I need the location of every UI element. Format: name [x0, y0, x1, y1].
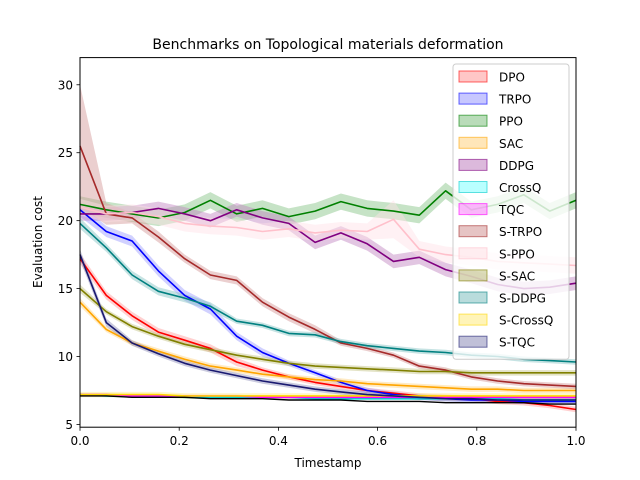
- y-axis-ticks: 5 10 15 20 25 30: [58, 78, 80, 432]
- series-line-dpo: [79, 258, 577, 411]
- legend-swatch-ddpg: [458, 158, 488, 171]
- legend-swatch-sac: [458, 136, 488, 149]
- legend-swatch-tqc: [458, 203, 488, 216]
- legend-swatch-s-ppo: [458, 247, 488, 260]
- y-tick-label: 30: [58, 78, 73, 92]
- y-tick-label: 10: [58, 350, 73, 364]
- unlabeled-line-1: [80, 395, 576, 405]
- legend-swatch-s-tqc: [458, 335, 488, 348]
- legend-swatch-s-crossq: [458, 313, 488, 326]
- x-tick-label: 0.8: [467, 434, 486, 448]
- x-tick-label: 1.0: [566, 434, 585, 448]
- legend-swatch-s-sac: [458, 269, 488, 282]
- legend-label-s-ddpg: S-DDPG: [499, 292, 546, 306]
- legend-swatch-ppo: [458, 114, 488, 127]
- legend-label-trpo: TRPO: [498, 93, 531, 107]
- legend-label-crossq: CrossQ: [499, 181, 541, 195]
- legend-label-s-tqc: S-TQC: [499, 336, 535, 350]
- legend-label-ppo: PPO: [499, 115, 523, 129]
- x-tick-label: 0.2: [170, 434, 189, 448]
- legend-label-dpo: DPO: [499, 71, 525, 85]
- legend: DPO TRPO PPO SAC DDPG CrossQ TQC S-TRPO S-PPO S-S…: [452, 63, 570, 360]
- x-axis-title: Timestamp: [294, 456, 362, 470]
- chart-title: Benchmarks on Topological materials defo…: [152, 37, 503, 53]
- series-line-s-tqc: [79, 254, 576, 401]
- x-tick-label: 0.0: [70, 434, 89, 448]
- legend-label-s-crossq: S-CrossQ: [499, 314, 553, 328]
- legend-label-ddpg: DDPG: [499, 159, 534, 173]
- legend-swatch-s-ddpg: [458, 291, 488, 304]
- legend-label-s-trpo: S-TRPO: [499, 225, 542, 239]
- x-tick-label: 0.4: [269, 434, 288, 448]
- y-tick-label: 15: [58, 282, 73, 296]
- legend-swatch-s-trpo: [458, 225, 488, 238]
- legend-swatch-dpo: [458, 70, 488, 83]
- series-line-s-crossq: [80, 393, 576, 397]
- plot-frame: [79, 57, 577, 428]
- legend-swatch-trpo: [458, 92, 488, 105]
- y-tick-label: 5: [65, 418, 73, 432]
- legend-label-tqc: TQC: [498, 203, 524, 217]
- y-tick-label: 20: [58, 214, 73, 228]
- series-line-s-sac: [79, 287, 576, 374]
- series-line-s-trpo: [79, 145, 577, 388]
- series-line-tqc: [80, 393, 576, 399]
- x-axis-ticks: 0.0 0.2 0.4 0.6 0.8 1.0: [70, 427, 586, 448]
- series-line-sac: [79, 301, 576, 392]
- x-tick-label: 0.6: [368, 434, 387, 448]
- legend-label-s-ppo: S-PPO: [499, 247, 535, 261]
- y-axis-title: Evaluation cost: [31, 196, 45, 288]
- legend-label-sac: SAC: [499, 137, 523, 151]
- legend-label-s-sac: S-SAC: [499, 269, 535, 283]
- legend-swatch-crossq: [458, 181, 488, 193]
- band-ppo: [80, 182, 576, 227]
- y-tick-label: 25: [58, 146, 73, 160]
